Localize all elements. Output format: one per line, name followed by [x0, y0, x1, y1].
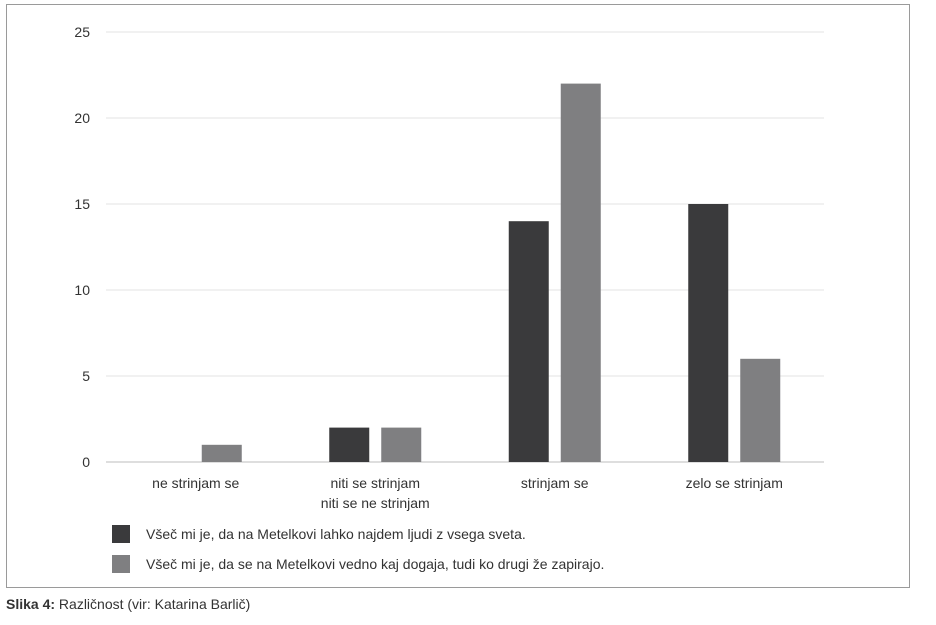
bar-series-2-cat-4: [740, 358, 781, 462]
legend-swatch-series-2: [112, 555, 130, 573]
figure-caption: Slika 4: Različnost (vir: Katarina Barli…: [6, 596, 250, 612]
y-tick-label-10: 10: [74, 282, 90, 298]
x-category-label-1: ne strinjam se: [152, 475, 239, 491]
y-tick-label-20: 20: [74, 110, 90, 126]
y-tick-label-0: 0: [82, 454, 90, 470]
x-category-label-3: strinjam se: [521, 475, 589, 491]
x-category-label-2-line-1: niti se strinjam: [331, 475, 420, 491]
y-tick-label-25: 25: [74, 24, 90, 40]
legend-label-series-1: Všeč mi je, da na Metelkovi lahko najdem…: [146, 526, 526, 542]
bar-series-2-cat-1: [201, 444, 242, 462]
y-tick-label-5: 5: [82, 368, 90, 384]
bar-series-2-cat-2: [381, 427, 422, 462]
legend-item-series-1: Všeč mi je, da na Metelkovi lahko najdem…: [112, 524, 604, 544]
chart-frame: [6, 4, 910, 588]
legend-item-series-2: Všeč mi je, da se na Metelkovi vedno kaj…: [112, 554, 604, 574]
bar-series-2-cat-3: [560, 83, 601, 462]
caption-text: Različnost (vir: Katarina Barlič): [55, 596, 251, 612]
bar-series-1-cat-4: [688, 204, 729, 462]
legend-swatch-series-1: [112, 525, 130, 543]
x-category-label-2-line-2: niti se ne strinjam: [321, 495, 430, 511]
legend: Všeč mi je, da na Metelkovi lahko najdem…: [112, 524, 604, 584]
y-tick-label-15: 15: [74, 196, 90, 212]
bar-series-1-cat-2: [329, 427, 370, 462]
legend-label-series-2: Všeč mi je, da se na Metelkovi vedno kaj…: [146, 556, 605, 572]
bar-series-1-cat-3: [508, 221, 549, 462]
caption-label: Slika 4:: [6, 596, 56, 612]
x-category-label-4: zelo se strinjam: [686, 475, 783, 491]
